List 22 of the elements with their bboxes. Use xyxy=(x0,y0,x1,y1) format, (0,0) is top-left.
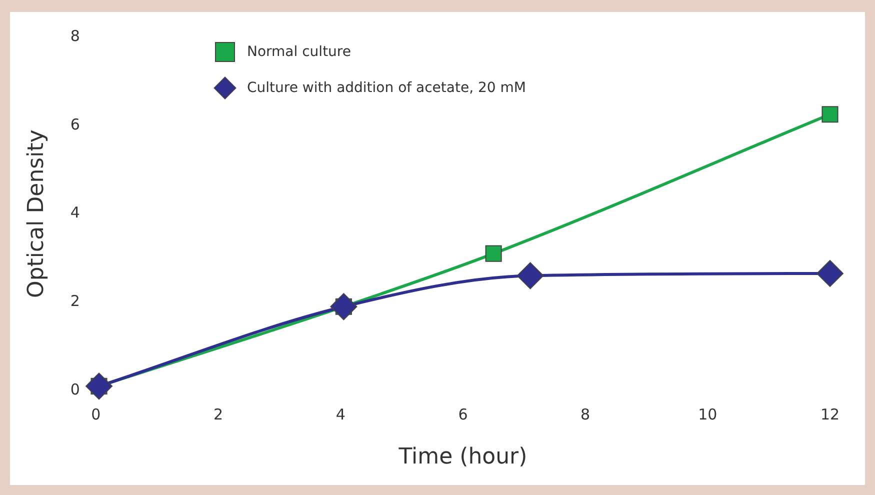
point xyxy=(822,106,838,123)
point xyxy=(516,262,544,290)
x-tick-label: 8 xyxy=(580,405,590,424)
x-axis-title: Time (hour) xyxy=(398,444,528,470)
y-tick-label: 4 xyxy=(70,204,80,222)
y-tick-label: 2 xyxy=(70,292,80,310)
point xyxy=(485,245,502,262)
point xyxy=(816,260,844,287)
x-tick-label: 12 xyxy=(820,405,840,424)
legend-label: Normal culture xyxy=(247,44,351,60)
point xyxy=(86,372,112,400)
y-tick-label: 8 xyxy=(70,26,80,45)
point xyxy=(330,293,358,320)
y-tick-label: 6 xyxy=(70,115,80,134)
x-tick-label: 4 xyxy=(336,405,346,424)
x-tick-label: 2 xyxy=(214,405,224,424)
x-tick-label: 10 xyxy=(698,405,718,424)
x-tick-label: 0 xyxy=(91,405,101,424)
legend-label: Culture with addition of acetate, 20 mM xyxy=(247,80,526,96)
y-tick-label: 0 xyxy=(70,380,80,398)
y-axis-title: Optical Density xyxy=(24,130,49,298)
x-tick-label: 6 xyxy=(458,405,468,424)
